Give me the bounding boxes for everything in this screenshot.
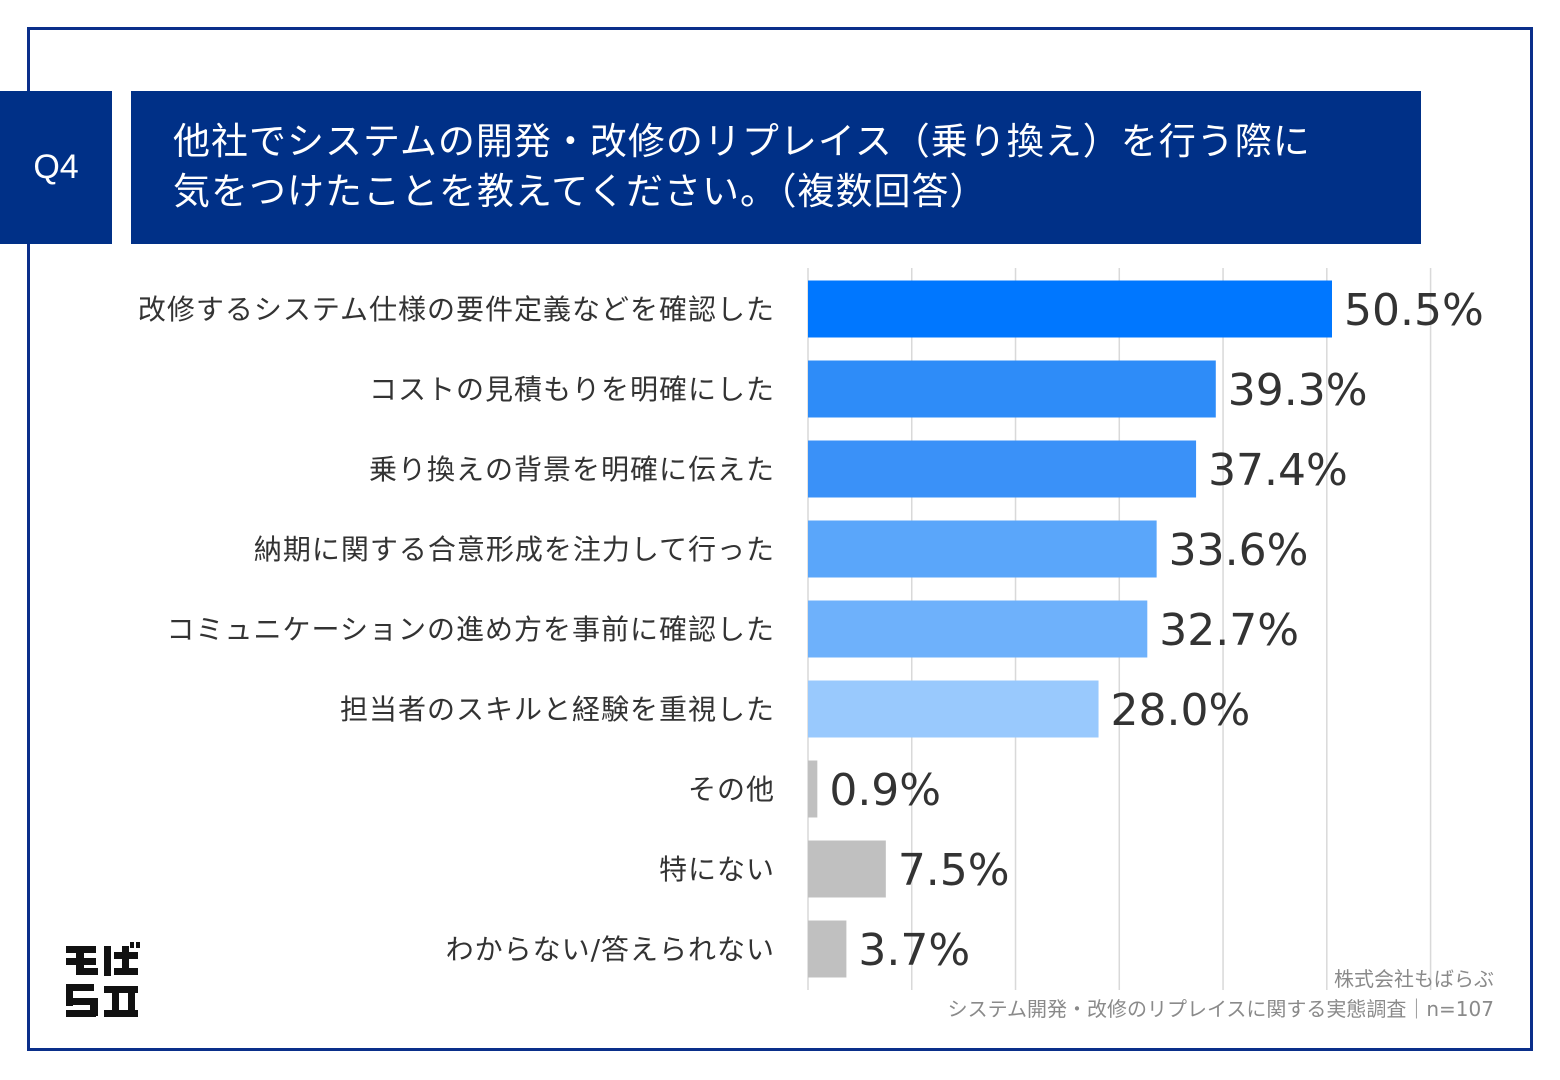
category-label: わからない/答えられない xyxy=(446,933,775,966)
value-label: 28.0% xyxy=(1111,685,1251,736)
bar xyxy=(808,280,1332,338)
value-label: 39.3% xyxy=(1228,365,1368,416)
value-label: 32.7% xyxy=(1159,605,1299,656)
question-title-box: 他社でシステムの開発・改修のリプレイス（乗り換え）を行う際に 気をつけたことを教… xyxy=(131,91,1421,244)
value-label: 33.6% xyxy=(1169,525,1309,576)
bar xyxy=(808,440,1197,498)
question-number-badge: Q4 xyxy=(0,91,112,244)
category-label: 特にない xyxy=(659,853,775,886)
category-label: 乗り換えの背景を明確に伝えた xyxy=(369,453,775,486)
bar xyxy=(808,600,1148,658)
mobalab-logo xyxy=(66,942,140,1017)
category-label: コストの見積もりを明確にした xyxy=(369,373,775,406)
category-label: 担当者のスキルと経験を重視した xyxy=(340,693,775,726)
value-label: 37.4% xyxy=(1208,445,1348,496)
bar xyxy=(808,520,1157,578)
value-label: 7.5% xyxy=(898,845,1010,896)
source-footer: 株式会社もばらぶ システム開発・改修のリプレイスに関する実態調査｜n=107 xyxy=(948,964,1494,1024)
bar xyxy=(808,920,847,978)
category-label: 改修するシステム仕様の要件定義などを確認した xyxy=(138,293,775,326)
category-label: その他 xyxy=(688,773,775,806)
survey-name: システム開発・改修のリプレイスに関する実態調査｜n=107 xyxy=(947,997,1494,1021)
category-label: 納期に関する合意形成を注力して行った xyxy=(254,533,775,566)
bar xyxy=(808,680,1099,738)
value-label: 3.7% xyxy=(858,925,970,976)
question-title-line-1: 他社でシステムの開発・改修のリプレイス（乗り換え）を行う際に xyxy=(173,120,1311,163)
bar xyxy=(808,840,886,898)
value-label: 0.9% xyxy=(829,765,941,816)
bar xyxy=(808,760,818,818)
company-name: 株式会社もばらぶ xyxy=(1334,967,1494,991)
value-label: 50.5% xyxy=(1344,285,1484,336)
question-title-line-2: 気をつけたことを教えてください。（複数回答） xyxy=(173,170,988,213)
category-label: コミュニケーションの進め方を事前に確認した xyxy=(167,613,775,646)
bar xyxy=(808,360,1216,418)
outer-frame xyxy=(27,27,1533,1051)
